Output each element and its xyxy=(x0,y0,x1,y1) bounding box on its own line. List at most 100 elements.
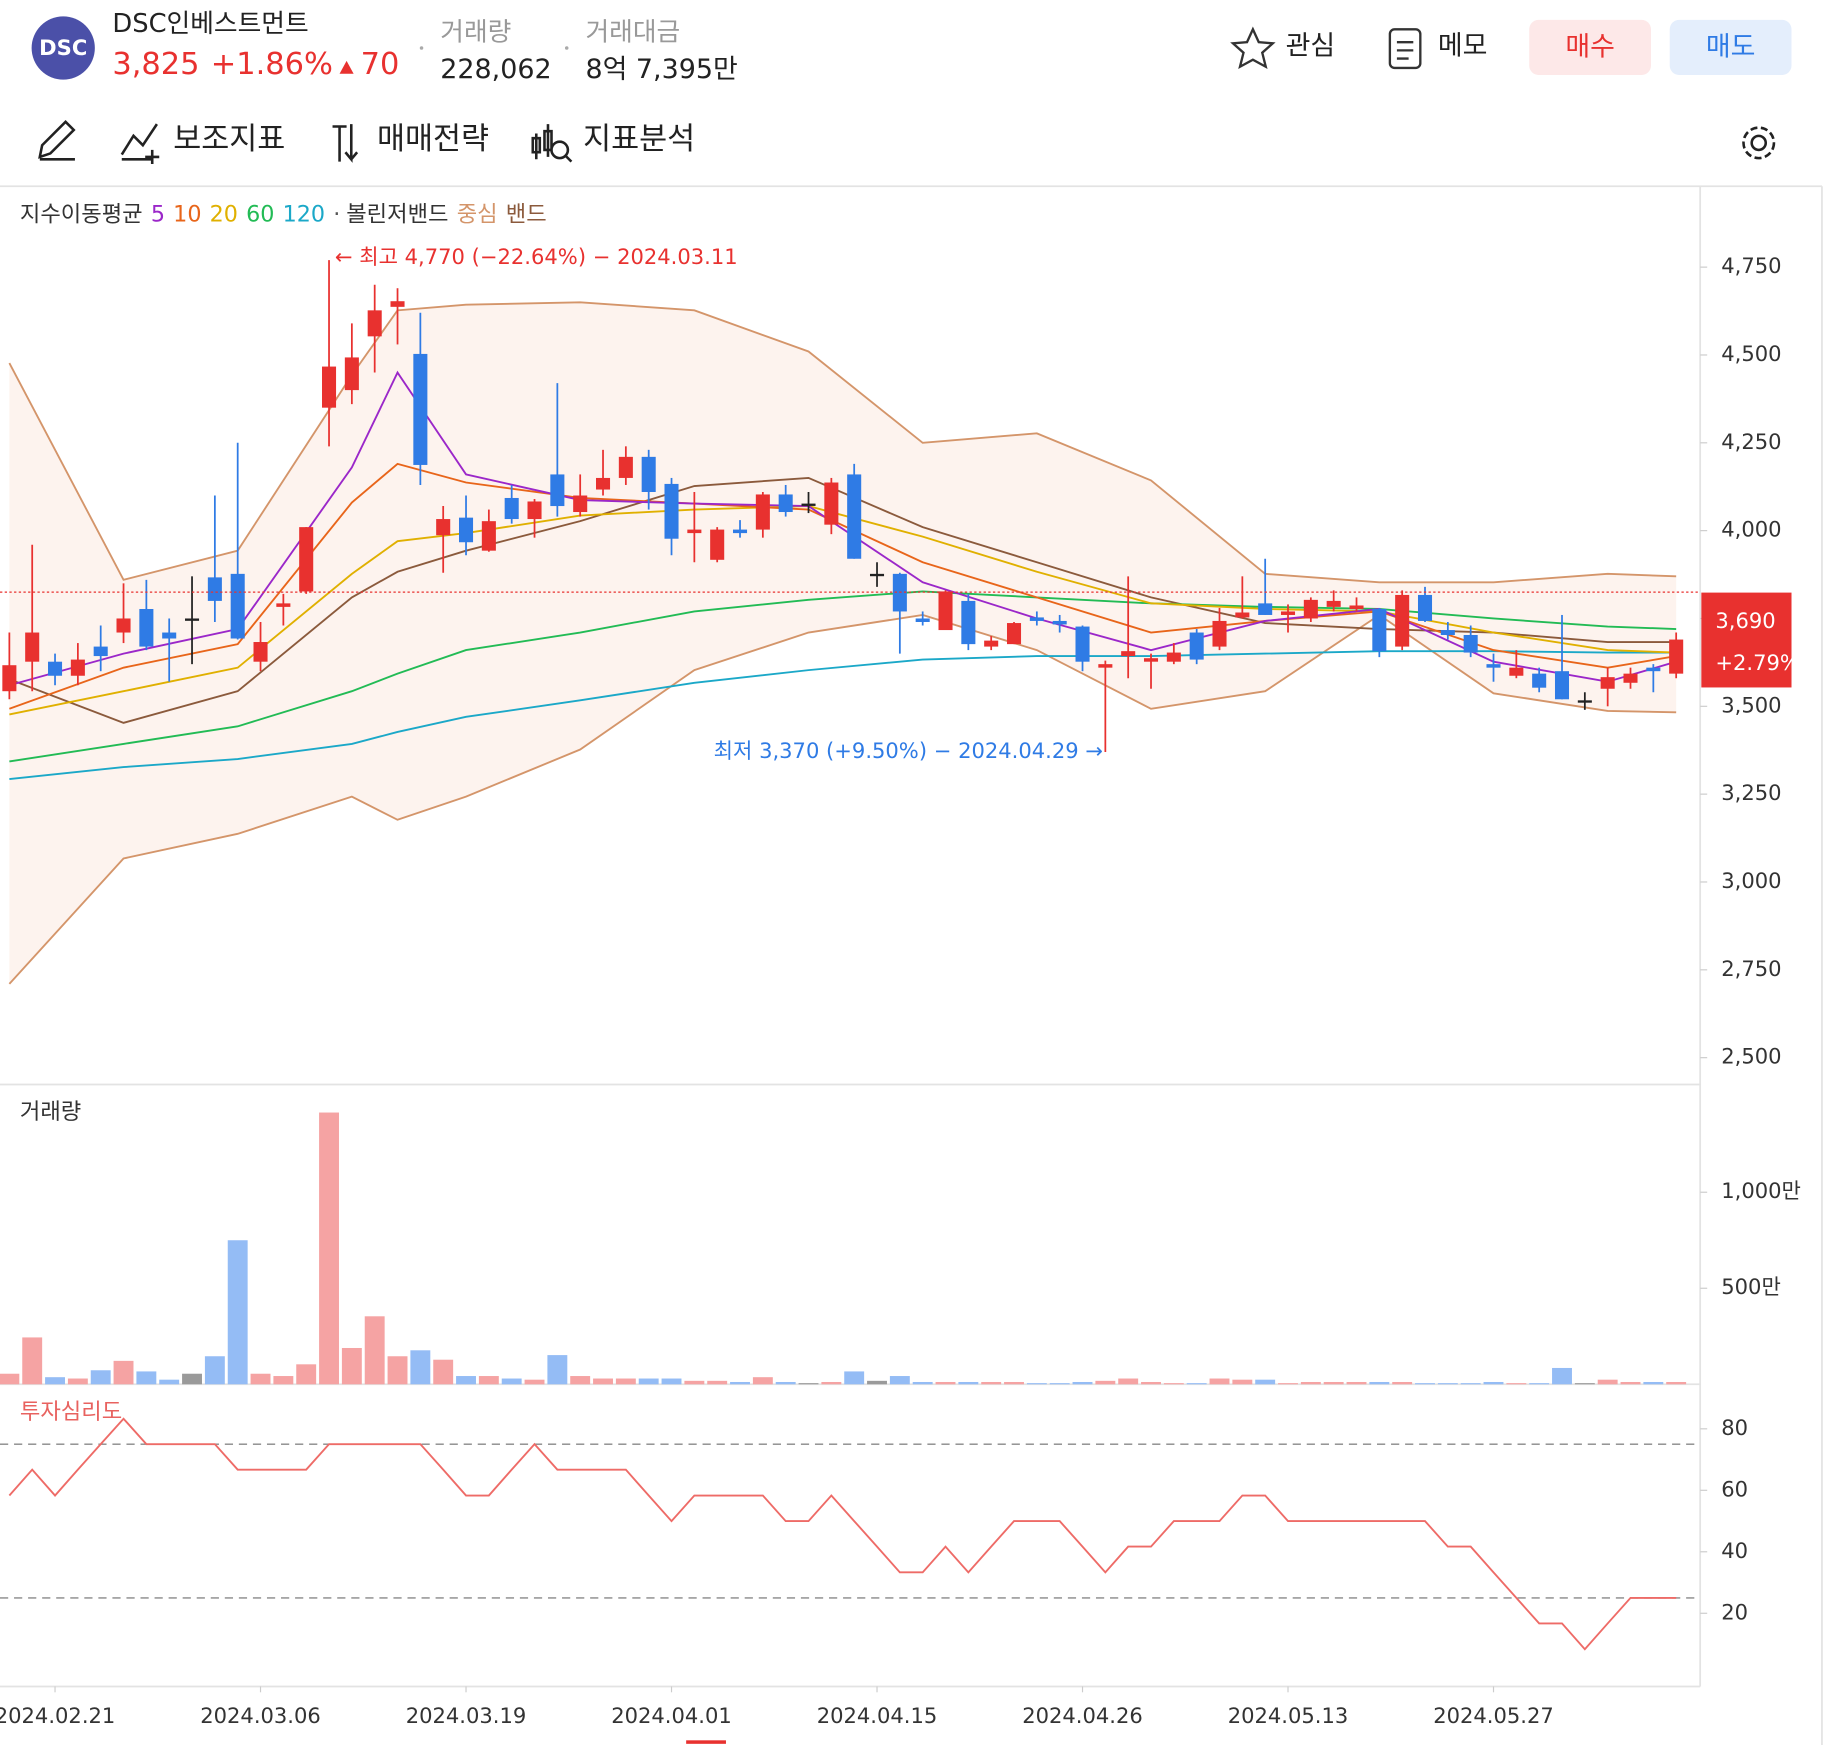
x-tick-label: 2024.04.01 xyxy=(611,1703,732,1728)
volume-bar xyxy=(1346,1381,1367,1385)
candle-body xyxy=(1463,634,1478,653)
y-tick-label: 4,250 xyxy=(1721,429,1781,454)
volume-bar xyxy=(958,1381,979,1385)
candle-body xyxy=(1509,667,1524,676)
volume-bar xyxy=(319,1112,339,1385)
volume-bar xyxy=(1186,1383,1207,1385)
volume-bar xyxy=(1643,1381,1664,1385)
watch-button[interactable]: 관심 xyxy=(1286,30,1336,61)
memo-icon[interactable] xyxy=(1388,28,1422,70)
volume-bar xyxy=(707,1380,728,1385)
volume-bar xyxy=(1369,1381,1390,1385)
candle-body xyxy=(1098,664,1113,668)
buy-button-bg[interactable] xyxy=(1529,19,1651,75)
candle-body xyxy=(938,591,953,631)
toolbar-item[interactable]: 지표분석 xyxy=(583,122,695,157)
legend-item: 중심 xyxy=(457,201,498,227)
volume-bar xyxy=(547,1355,568,1385)
volume-bar xyxy=(227,1240,248,1385)
draw-icon[interactable] xyxy=(38,119,76,161)
volume-bar xyxy=(1552,1367,1572,1385)
memo-lines xyxy=(1396,40,1414,60)
memo-button[interactable]: 메모 xyxy=(1438,30,1488,61)
volume-bar xyxy=(1049,1383,1070,1385)
dot xyxy=(419,46,424,50)
candle-body xyxy=(504,497,519,520)
volume-bar xyxy=(273,1376,294,1385)
candle-body xyxy=(1303,599,1318,619)
toolbar-item[interactable]: 보조지표 xyxy=(173,122,285,157)
y-tick-label: 4,750 xyxy=(1721,253,1781,278)
settings-icon[interactable] xyxy=(1750,134,1768,152)
price: 3,825 xyxy=(112,47,199,82)
y-tick-label: 3,250 xyxy=(1721,780,1781,805)
candle-body xyxy=(1326,600,1341,607)
volume-bar xyxy=(1323,1381,1344,1385)
volume-bar xyxy=(341,1347,362,1385)
amount-label: 거래대금 xyxy=(585,17,680,47)
candle-body xyxy=(573,495,588,513)
candle-body xyxy=(1212,620,1227,647)
buy-button[interactable]: 매수 xyxy=(1565,32,1615,63)
volume-bar xyxy=(912,1381,933,1385)
toolbar-item[interactable]: 매매전략 xyxy=(377,122,489,157)
volume-bar xyxy=(775,1381,796,1385)
moving-average xyxy=(9,650,1677,780)
candle-body xyxy=(1075,626,1090,662)
volume-bar xyxy=(1483,1381,1504,1385)
volume-bar xyxy=(1437,1383,1458,1385)
low-annotation: 최저 3,370 (+9.50%) − 2024.04.29 → xyxy=(714,738,1103,763)
y-tick-label: 4,000 xyxy=(1721,517,1781,542)
sell-button-bg[interactable] xyxy=(1669,19,1792,75)
volume-bar xyxy=(364,1316,385,1385)
candle-body xyxy=(413,353,428,465)
candle-body xyxy=(459,517,474,543)
settings-gear[interactable] xyxy=(1742,126,1776,160)
candle-body xyxy=(1577,700,1592,703)
candle-body xyxy=(1440,630,1455,635)
volume-bar xyxy=(638,1378,659,1385)
volume-bar xyxy=(1620,1381,1641,1385)
volume-bar xyxy=(45,1377,65,1385)
band-center xyxy=(9,476,1677,724)
change-amount: 70 xyxy=(361,47,400,82)
volume-bar xyxy=(615,1378,636,1385)
strategy-icon[interactable] xyxy=(332,124,359,163)
candle-body xyxy=(1486,664,1501,668)
candle-body xyxy=(1006,623,1022,645)
logo xyxy=(31,16,95,80)
y-tick-label: 80 xyxy=(1721,1415,1748,1440)
volume-bar xyxy=(410,1350,431,1385)
volume: 228,062 xyxy=(440,54,551,85)
sell-button[interactable]: 매도 xyxy=(1706,32,1756,63)
pane-title: 투자심리도 xyxy=(20,1399,122,1425)
candle-body xyxy=(230,573,245,639)
candle-body xyxy=(2,665,17,692)
volume-bar xyxy=(1392,1381,1413,1385)
y-tick-label: 2,500 xyxy=(1721,1044,1781,1069)
candle-body xyxy=(322,366,337,408)
candle-body xyxy=(1258,603,1273,615)
volume-bar xyxy=(1529,1383,1550,1385)
candle-body xyxy=(1349,605,1364,609)
candle-body xyxy=(116,618,131,633)
candle-body xyxy=(48,661,63,676)
volume-bar xyxy=(90,1370,111,1385)
volume-bar xyxy=(1163,1383,1184,1385)
star-icon[interactable] xyxy=(1230,26,1276,70)
candle-body xyxy=(390,301,405,307)
x-tick-label: 2024.03.06 xyxy=(200,1703,321,1728)
analysis-icon[interactable] xyxy=(531,124,573,163)
candle-body xyxy=(344,357,359,391)
indicator-icon[interactable] xyxy=(120,123,160,164)
x-tick-label: 2024.04.26 xyxy=(1022,1703,1143,1728)
dot xyxy=(564,46,569,50)
candle-body xyxy=(1623,673,1638,683)
volume-bar xyxy=(1026,1383,1047,1385)
candle-body xyxy=(1280,611,1296,615)
candle-body xyxy=(595,477,611,490)
volume-bar xyxy=(136,1371,157,1385)
candle-body xyxy=(687,529,702,534)
volume-bar xyxy=(478,1376,499,1385)
